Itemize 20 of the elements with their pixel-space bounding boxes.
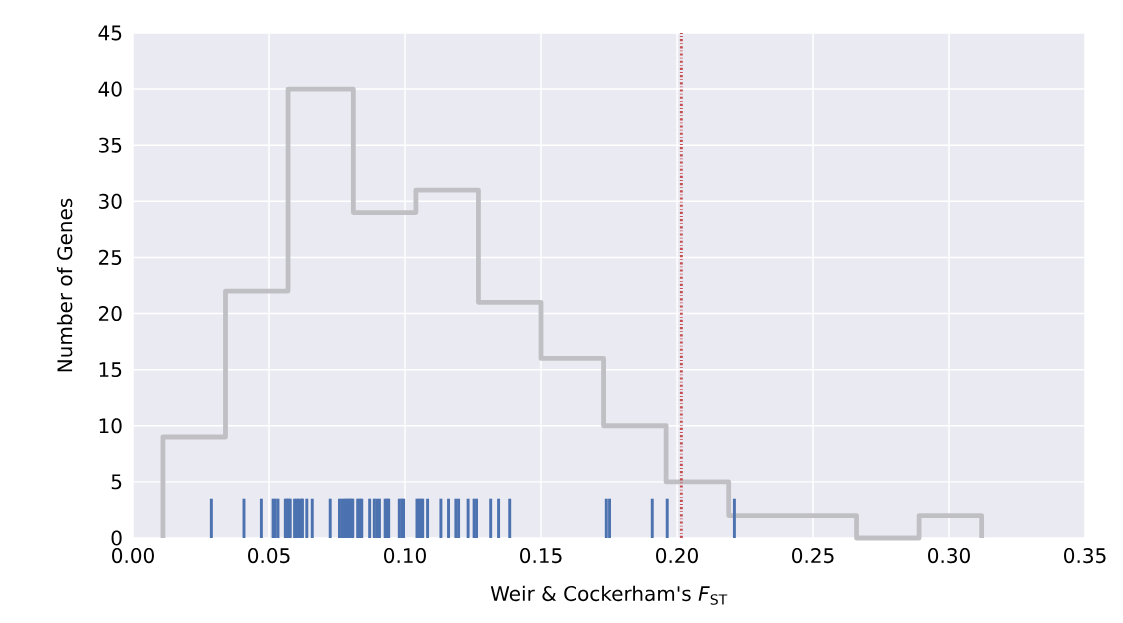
x-tick-label: 0.25: [792, 548, 834, 564]
y-tick-label: 5: [111, 474, 122, 490]
x-tick-label: 0.20: [656, 548, 698, 564]
x-tick-label: 0.05: [248, 548, 290, 564]
y-tick-label: 15: [99, 362, 122, 378]
x-tick-label: 0.30: [928, 548, 970, 564]
y-tick-label: 20: [98, 305, 122, 322]
y-tick-label: 10: [99, 418, 122, 434]
y-tick-label: 45: [98, 25, 122, 41]
x-tick-label: 0.35: [1064, 548, 1106, 564]
y-tick-label: 35: [99, 137, 122, 153]
y-tick-label: 30: [99, 193, 122, 209]
y-tick-label: 25: [98, 249, 122, 266]
y-tick-label: 40: [98, 81, 122, 97]
x-tick-label: 0.15: [520, 548, 562, 564]
x-tick-label: 0.00: [112, 548, 154, 564]
x-tick-label: 0.10: [384, 548, 426, 564]
y-axis-title: Number of Genes: [56, 198, 73, 372]
x-axis-title: Weir & Cockerham's F$_{ST}$: [490, 585, 728, 605]
y-tick-label: 0: [111, 530, 122, 546]
